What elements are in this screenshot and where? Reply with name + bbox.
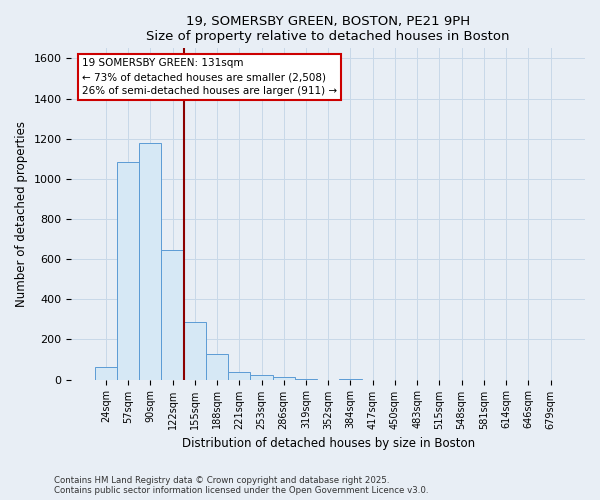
Bar [272, 376, 295, 380]
Bar [95, 366, 117, 380]
Title: 19, SOMERSBY GREEN, BOSTON, PE21 9PH
Size of property relative to detached house: 19, SOMERSBY GREEN, BOSTON, PE21 9PH Siz… [146, 15, 510, 43]
Bar [206, 354, 228, 380]
Y-axis label: Number of detached properties: Number of detached properties [15, 121, 28, 307]
Bar [228, 372, 250, 380]
Bar [184, 322, 206, 380]
Text: 19 SOMERSBY GREEN: 131sqm
← 73% of detached houses are smaller (2,508)
26% of se: 19 SOMERSBY GREEN: 131sqm ← 73% of detac… [82, 58, 337, 96]
X-axis label: Distribution of detached houses by size in Boston: Distribution of detached houses by size … [182, 437, 475, 450]
Bar [250, 374, 272, 380]
Bar [139, 142, 161, 380]
Text: Contains HM Land Registry data © Crown copyright and database right 2025.
Contai: Contains HM Land Registry data © Crown c… [54, 476, 428, 495]
Bar [161, 250, 184, 380]
Bar [117, 162, 139, 380]
